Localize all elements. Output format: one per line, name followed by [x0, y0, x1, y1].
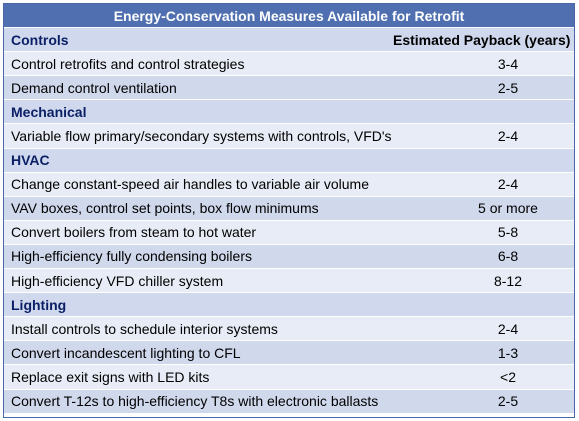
- table-row: Change constant-speed air handles to var…: [4, 172, 574, 197]
- payback-column-header: Estimated Payback (years): [393, 31, 571, 48]
- payback-cell: 2-5: [497, 79, 519, 96]
- table-title-row: Energy-Conservation Measures Available f…: [4, 4, 574, 29]
- payback-cell: 5-8: [497, 224, 519, 241]
- measure-cell: Convert boilers from steam to hot water: [11, 224, 257, 241]
- measure-cell: Replace exit signs with LED kits: [11, 368, 210, 385]
- table-row: Variable flow primary/secondary systems …: [4, 124, 574, 149]
- payback-cell: 2-5: [497, 393, 519, 410]
- payback-cell: 2-4: [497, 176, 519, 193]
- section-label: Mechanical: [11, 103, 87, 120]
- measure-cell: Variable flow primary/secondary systems …: [11, 128, 392, 145]
- payback-cell: 5 or more: [478, 200, 538, 217]
- table-row: High-efficiency VFD chiller system 8-12: [4, 269, 574, 294]
- measure-cell: Control retrofits and control strategies: [11, 55, 245, 72]
- table-row: Demand control ventilation 2-5: [4, 76, 574, 101]
- table-row: Convert T-12s to high-efficiency T8s wit…: [4, 389, 574, 414]
- measure-cell: Demand control ventilation: [11, 79, 177, 96]
- payback-cell: 2-4: [497, 128, 519, 145]
- payback-cell: 1-3: [497, 344, 519, 361]
- table-row: Convert incandescent lighting to CFL 1-3: [4, 341, 574, 366]
- measure-cell: Install controls to schedule interior sy…: [11, 320, 278, 337]
- payback-cell: 3-4: [497, 55, 519, 72]
- section-label: Lighting: [11, 296, 67, 313]
- measure-cell: High-efficiency fully condensing boilers: [11, 248, 252, 265]
- table-row: Control retrofits and control strategies…: [4, 52, 574, 77]
- section-row-mechanical: Mechanical: [4, 100, 574, 125]
- section-row-hvac: HVAC: [4, 148, 574, 173]
- section-label: Controls: [11, 31, 69, 48]
- measure-cell: Convert incandescent lighting to CFL: [11, 344, 241, 361]
- measure-cell: VAV boxes, control set points, box flow …: [11, 200, 319, 217]
- table-row: VAV boxes, control set points, box flow …: [4, 196, 574, 221]
- table-row: High-efficiency fully condensing boilers…: [4, 244, 574, 270]
- table-title: Energy-Conservation Measures Available f…: [113, 7, 465, 24]
- measure-cell: High-efficiency VFD chiller system: [11, 272, 224, 289]
- measure-cell: Convert T-12s to high-efficiency T8s wit…: [11, 393, 379, 410]
- retrofit-measures-table: Energy-Conservation Measures Available f…: [3, 3, 575, 418]
- payback-cell: 6-8: [497, 248, 519, 265]
- section-row-controls: Controls Estimated Payback (years): [4, 28, 574, 53]
- payback-cell: <2: [500, 368, 516, 385]
- section-label: HVAC: [11, 152, 50, 169]
- section-row-lighting: Lighting: [4, 293, 574, 318]
- table-row: Install controls to schedule interior sy…: [4, 317, 574, 342]
- measure-cell: Change constant-speed air handles to var…: [11, 176, 369, 193]
- table-row: Convert boilers from steam to hot water …: [4, 220, 574, 245]
- payback-cell: 8-12: [493, 272, 523, 289]
- table-row: Replace exit signs with LED kits <2: [4, 365, 574, 390]
- payback-cell: 2-4: [497, 320, 519, 337]
